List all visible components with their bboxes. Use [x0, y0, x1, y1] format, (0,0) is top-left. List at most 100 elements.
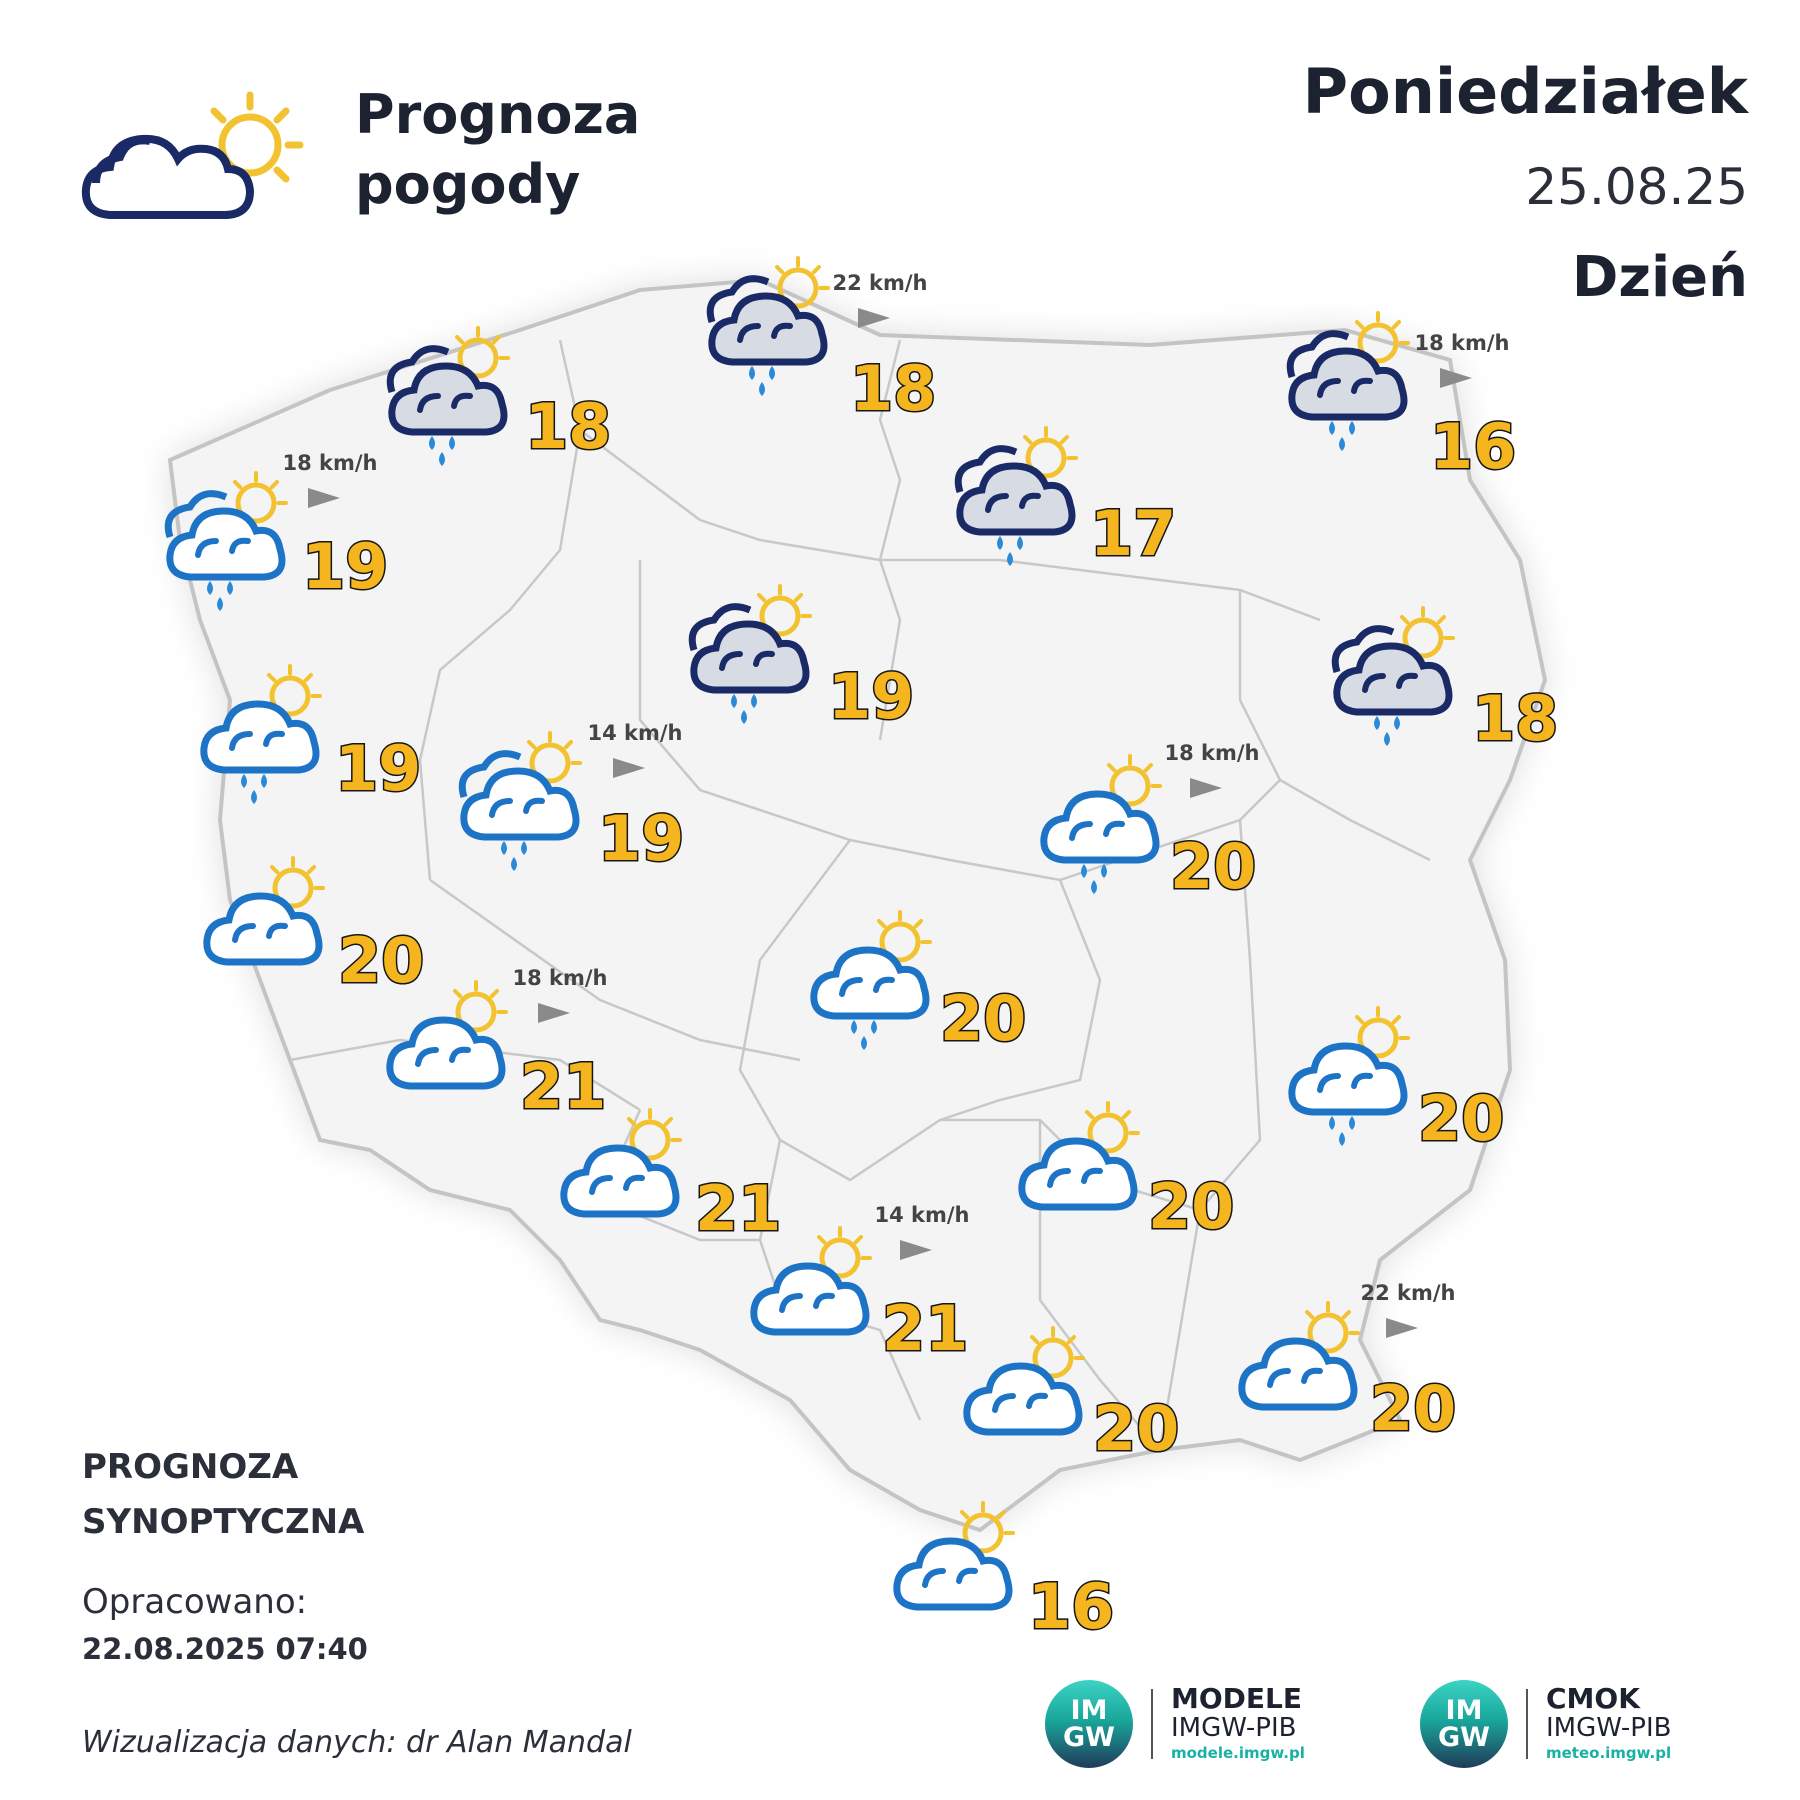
back-cloud-icon	[688, 603, 752, 652]
rain-icon	[429, 436, 455, 466]
wind-indicator: 14 km/h	[587, 721, 683, 778]
forecast-marker-gorzow: 19	[200, 664, 423, 807]
forecast-period: Dzień	[1571, 245, 1748, 310]
sun-icon	[1085, 1101, 1140, 1154]
cloud-icon	[388, 362, 508, 436]
temperature-label: 21	[882, 1292, 968, 1365]
rain-icon	[1374, 716, 1400, 746]
sun-icon	[1400, 606, 1455, 659]
sun-icon	[1023, 426, 1078, 479]
wind-speed-label: 18 km/h	[282, 451, 377, 475]
footer-heading-line2: SYNOPTYCZNA	[82, 1502, 365, 1542]
wind-arrow-icon	[538, 1003, 570, 1023]
wind-arrow-icon	[1386, 1318, 1418, 1338]
cloud-icon	[460, 767, 580, 841]
forecast-marker-zielona-gora: 20	[203, 856, 426, 999]
temperature-label: 18	[850, 352, 936, 425]
page-title-line2: pogody	[355, 153, 581, 216]
rain-icon	[1329, 1116, 1355, 1146]
cloud-icon	[1018, 1137, 1138, 1211]
logo-circle-bottom: GW	[1438, 1722, 1490, 1753]
prepared-label: Opracowano:	[82, 1582, 308, 1622]
sun-icon	[1107, 754, 1162, 807]
wind-speed-label: 18 km/h	[1164, 741, 1259, 765]
forecast-marker-zakopane: 16	[893, 1501, 1116, 1645]
weather-icon	[1238, 1301, 1360, 1411]
sun-icon	[1030, 1326, 1085, 1379]
forecast-marker-bialystok: 18	[1331, 606, 1560, 757]
weather-icon	[1040, 754, 1162, 894]
prepared-datetime: 22.08.2025 07:40	[82, 1632, 368, 1666]
sun-icon	[960, 1501, 1015, 1554]
rain-icon	[749, 366, 775, 396]
sun-icon	[757, 584, 812, 637]
cloud-icon	[708, 292, 828, 366]
wind-speed-label: 22 km/h	[832, 271, 927, 295]
logo-url[interactable]: meteo.imgw.pl	[1546, 1744, 1672, 1762]
weather-icon	[954, 426, 1078, 566]
wind-speed-label: 22 km/h	[1360, 1281, 1455, 1305]
temperature-label: 20	[1093, 1392, 1179, 1465]
imgw-logo-icon: IM GW	[1420, 1680, 1508, 1768]
wind-indicator: 18 km/h	[282, 451, 378, 508]
cloud-icon	[1040, 790, 1160, 864]
rain-icon	[1081, 864, 1107, 894]
cloud-icon	[203, 892, 323, 966]
forecast-date: 25.08.25	[1525, 158, 1748, 216]
logo-url[interactable]: modele.imgw.pl	[1171, 1744, 1305, 1762]
logo-name: CMOK	[1546, 1682, 1640, 1715]
temperature-label: 20	[338, 924, 424, 997]
temperature-label: 20	[1148, 1170, 1234, 1243]
weather-icon	[200, 664, 322, 804]
forecast-marker-warszawa: 20 18 km/h	[1040, 741, 1260, 905]
temperature-label: 16	[1028, 1570, 1114, 1643]
cloud-icon	[200, 700, 320, 774]
cloud-icon	[81, 134, 255, 219]
cloud-icon	[810, 946, 930, 1020]
back-cloud-icon	[1286, 330, 1350, 379]
wind-indicator: 18 km/h	[1414, 331, 1510, 388]
forecast-marker-northwest-coast: 18	[386, 326, 613, 466]
weather-icon	[1018, 1101, 1140, 1211]
forecast-marker-kielce: 20	[1018, 1101, 1236, 1245]
temperature-label: 18	[1472, 682, 1558, 755]
logo-circle-top: IM	[1070, 1695, 1108, 1726]
wind-arrow-icon	[900, 1240, 932, 1260]
sun-icon	[270, 856, 325, 909]
rain-icon	[1329, 421, 1355, 451]
weather-icon	[458, 731, 582, 871]
sun-icon	[453, 980, 508, 1033]
weather-icon	[688, 584, 812, 724]
weather-icon	[203, 856, 325, 966]
wind-indicator: 22 km/h	[1360, 1281, 1456, 1338]
cloud-icon	[956, 462, 1076, 536]
page-title-line1: Prognoza	[355, 83, 641, 146]
logo-separator	[1151, 1689, 1153, 1759]
logo-modele[interactable]: IM GW MODELE IMGW-PIB modele.imgw.pl	[1045, 1680, 1305, 1768]
cloud-icon	[1288, 1042, 1408, 1116]
imgw-logo-icon: IM GW	[1045, 1680, 1133, 1768]
sun-icon	[775, 256, 830, 309]
weather-icon	[560, 1108, 682, 1218]
temperature-label: 19	[335, 732, 421, 805]
weather-icon	[706, 256, 830, 396]
back-cloud-icon	[458, 750, 522, 799]
cloud-icon	[893, 1537, 1013, 1611]
logo-org: IMGW-PIB	[1171, 1713, 1297, 1743]
back-cloud-icon	[164, 490, 228, 539]
credit-text: Wizualizacja danych: dr Alan Mandal	[82, 1725, 632, 1760]
sun-icon	[233, 471, 288, 524]
sun-icon	[1305, 1301, 1360, 1354]
rain-icon	[207, 581, 233, 611]
wind-arrow-icon	[613, 758, 645, 778]
cloud-icon	[166, 507, 286, 581]
sun-icon	[877, 910, 932, 963]
weather-icon	[750, 1226, 872, 1336]
forecast-marker-rzeszow: 20 22 km/h	[1238, 1281, 1458, 1447]
logo-cmok[interactable]: IM GW CMOK IMGW-PIB meteo.imgw.pl	[1420, 1680, 1671, 1768]
sun-icon	[455, 326, 510, 379]
cloud-icon	[750, 1262, 870, 1336]
logo-org: IMGW-PIB	[1546, 1713, 1672, 1743]
weather-icon	[1286, 311, 1410, 451]
cloud-icon	[1238, 1337, 1358, 1411]
